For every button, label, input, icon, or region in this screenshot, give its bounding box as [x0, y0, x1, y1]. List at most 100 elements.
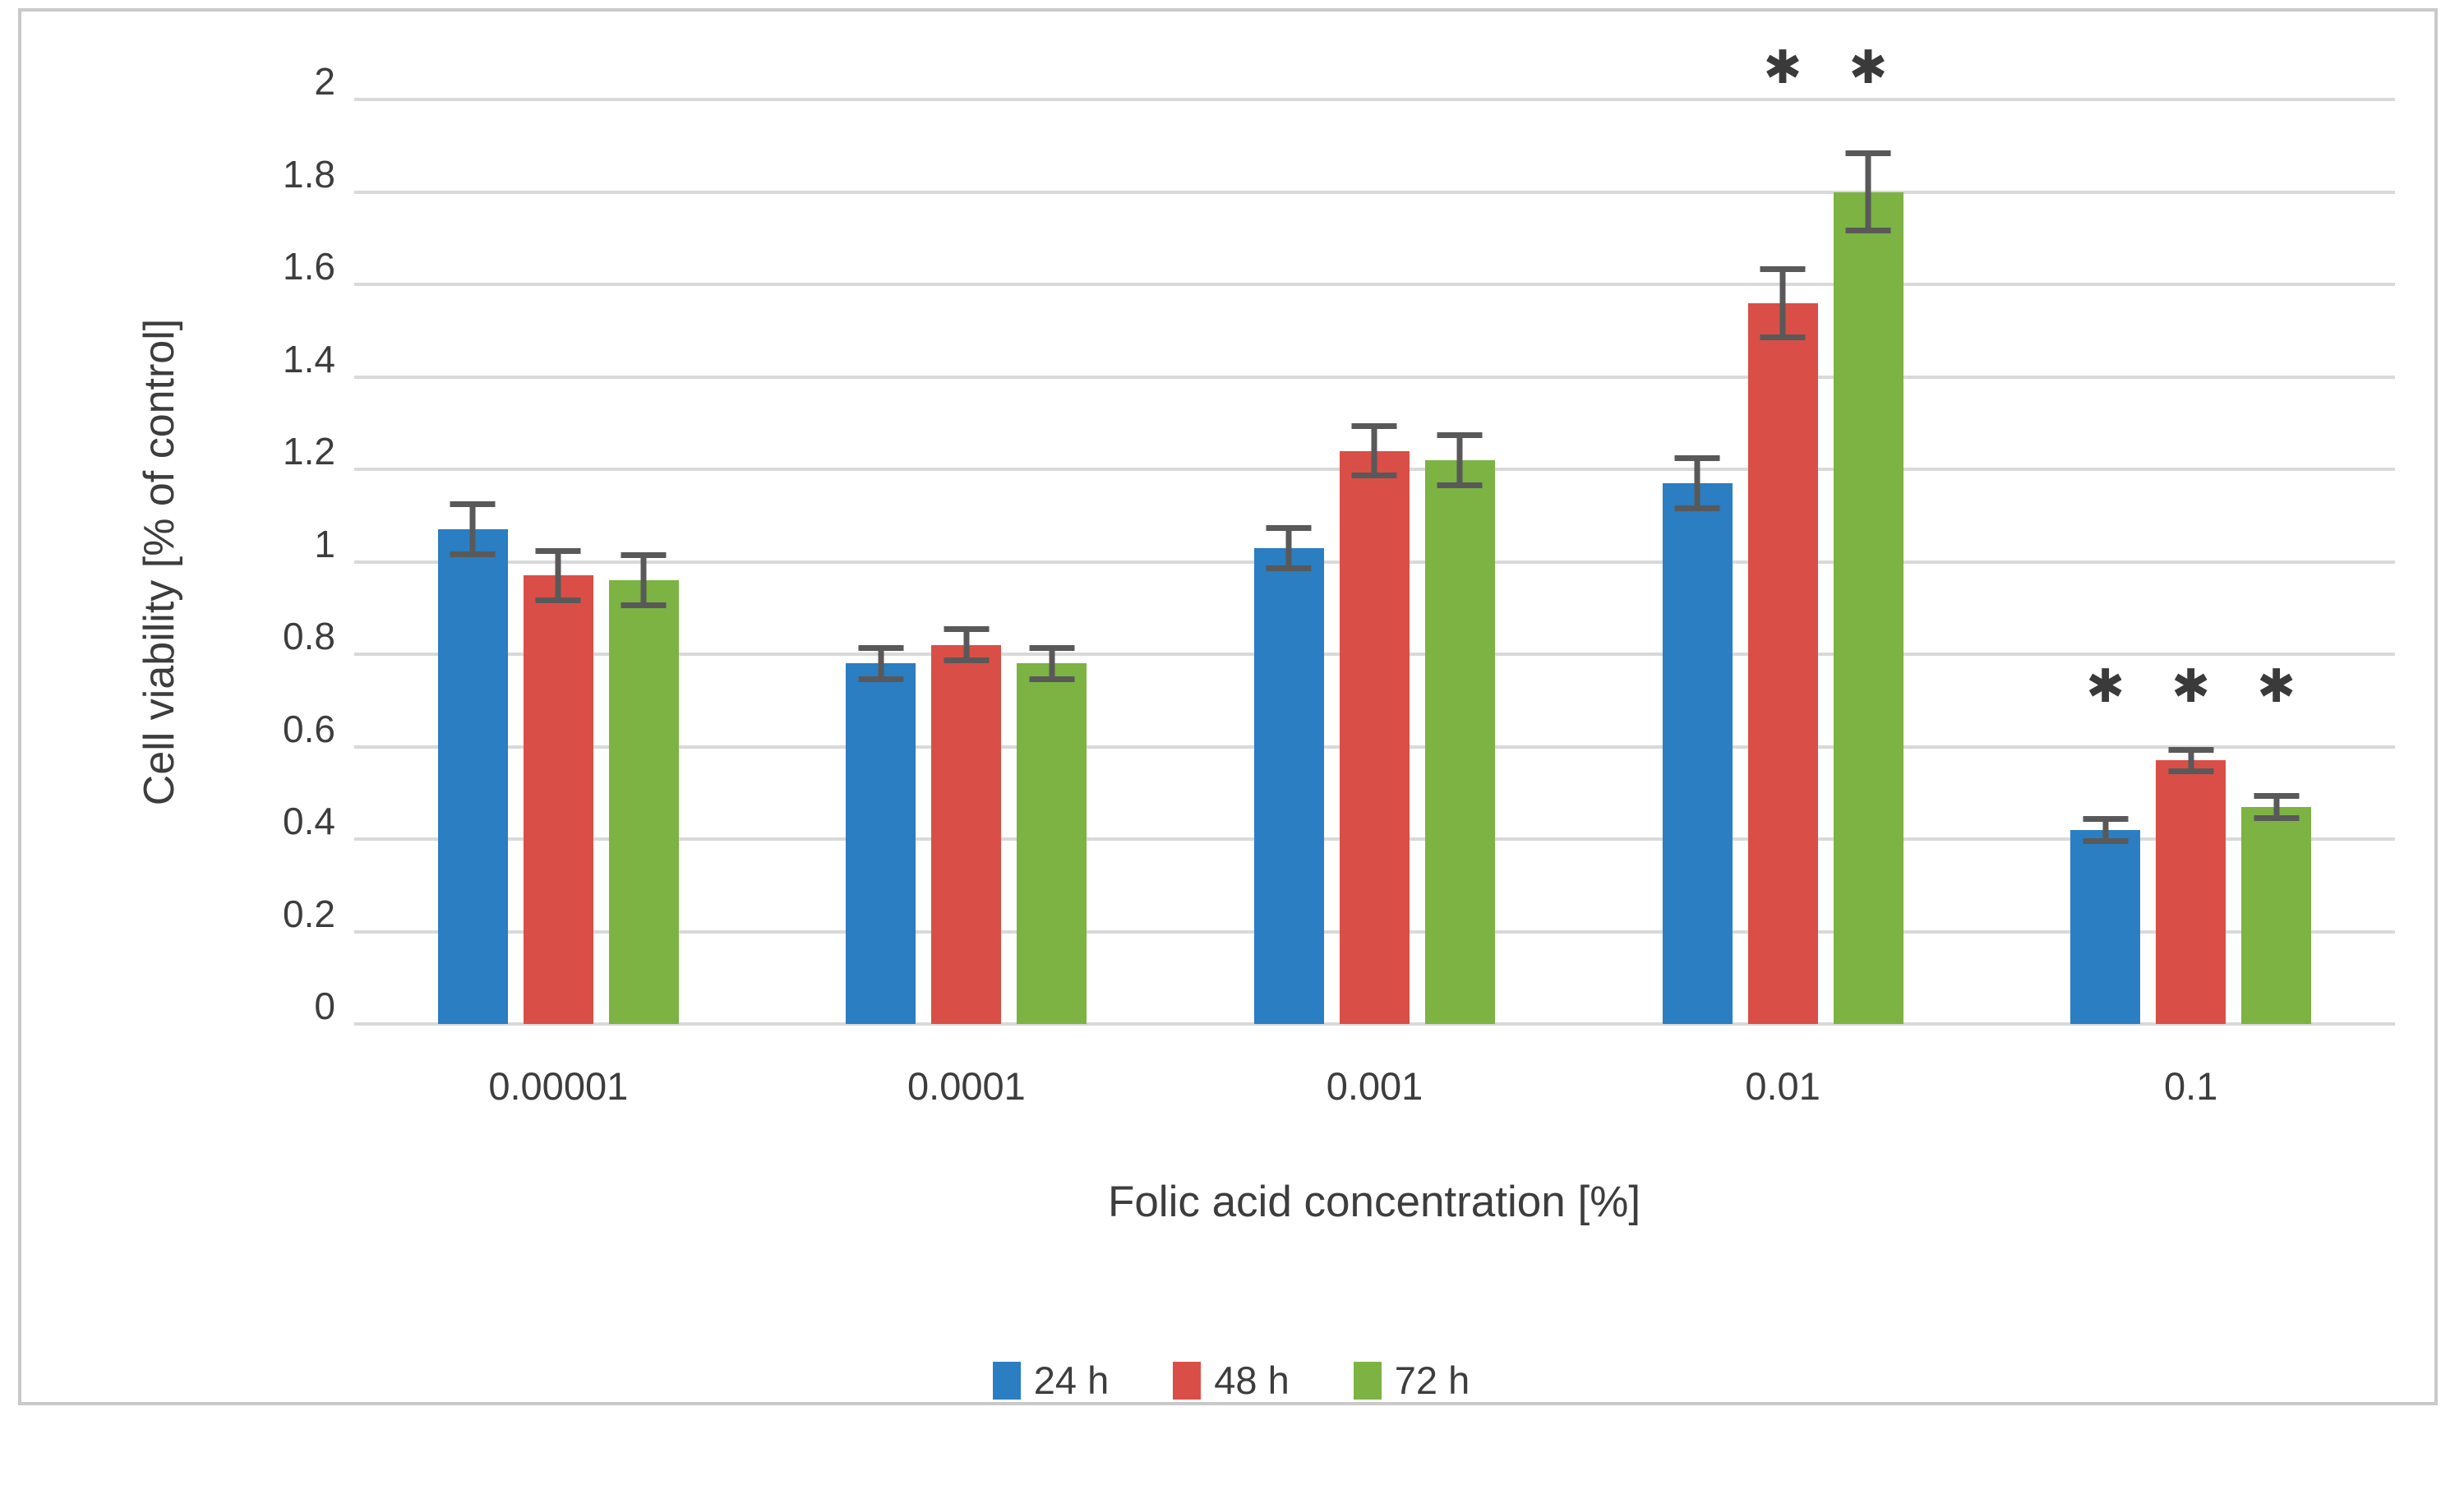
y-tick-label: 0.6	[283, 707, 335, 750]
chart-frame: Cell viability [% of control] 2 1.8 1.6 1.4…	[18, 8, 2438, 1405]
error-bar-line	[555, 547, 561, 604]
bar-72h-0.1	[2241, 792, 2312, 1024]
x-category-label-0.00001: 0.00001	[488, 1064, 629, 1108]
error-bar-cap-top	[621, 552, 667, 559]
bar-24h-0.001	[1253, 524, 1324, 1024]
bar-24h-0.00001	[437, 501, 508, 1024]
bar-fill	[1253, 547, 1324, 1024]
y-tick-label: 1.8	[283, 152, 335, 196]
error-bar	[2168, 746, 2214, 775]
error-bar-line	[1456, 432, 1463, 488]
significance-asterisk: ✱	[2086, 660, 2125, 713]
bar-72h-0.0001	[1017, 644, 1087, 1024]
error-bar-cap-top	[1760, 265, 1806, 272]
error-bar-cap-bottom	[450, 551, 496, 557]
error-bar-cap-bottom	[535, 597, 581, 604]
error-bar-cap-bottom	[1266, 565, 1312, 571]
plot-area: ✱ ✱ ✱ ✱ ✱	[354, 41, 2395, 1026]
legend: 24 h 48 h 72 h	[21, 1358, 2441, 1403]
error-bar-cap-top	[1266, 524, 1312, 531]
error-bar-cap-bottom	[944, 657, 990, 664]
x-axis-title: Folic acid concentration [%]	[1107, 1178, 1641, 1226]
bar-fill	[1833, 191, 1903, 1024]
error-bar	[1674, 455, 1720, 511]
gridline	[354, 98, 2395, 101]
error-bar	[1845, 150, 1891, 234]
bar-48h-0.1	[2156, 746, 2226, 1024]
error-bar-cap-top	[2083, 815, 2129, 822]
bar-48h-0.001	[1339, 422, 1410, 1024]
error-bar	[535, 547, 581, 604]
bar-48h-0.01	[1747, 265, 1818, 1024]
significance-asterisk: ✱	[2171, 660, 2211, 713]
error-bar-cap-bottom	[858, 676, 904, 682]
error-bar-cap-bottom	[1845, 228, 1891, 234]
error-bar	[1029, 644, 1075, 682]
x-category-label-0.0001: 0.0001	[907, 1064, 1026, 1108]
bar-fill	[1339, 450, 1410, 1024]
bar-fill	[437, 529, 508, 1024]
x-axis-line	[354, 1022, 2395, 1026]
legend-swatch	[992, 1361, 1021, 1400]
error-bar-line	[1049, 644, 1055, 682]
error-bar-cap-bottom	[2168, 768, 2214, 775]
error-bar-line	[1371, 422, 1377, 479]
x-category-label-0.01: 0.01	[1745, 1064, 1820, 1108]
error-bar-cap-top	[2168, 746, 2214, 753]
legend-label: 24 h	[1033, 1358, 1110, 1402]
legend-label: 72 h	[1394, 1358, 1470, 1402]
error-bar	[1351, 422, 1397, 479]
error-bar-line	[1779, 265, 1786, 340]
bar-fill	[846, 663, 916, 1024]
bar-group-0.0001	[763, 99, 1171, 1024]
error-bar-line	[2188, 746, 2194, 775]
y-tick-label: 0.2	[283, 892, 335, 935]
y-tick-label: 1	[314, 522, 335, 565]
error-bar-cap-top	[450, 501, 496, 508]
error-bar	[450, 501, 496, 557]
error-bar-line	[878, 644, 884, 682]
bar-group-0.01	[1579, 99, 1987, 1024]
bar-fill	[1424, 459, 1495, 1024]
gridline	[354, 283, 2395, 286]
y-tick-label: 1.6	[283, 245, 335, 288]
error-bar	[1437, 432, 1483, 488]
error-bar-cap-bottom	[1437, 482, 1483, 488]
bar-group-0.001	[1170, 99, 1579, 1024]
bar-group-0.00001	[354, 99, 763, 1024]
bar-fill	[2070, 829, 2141, 1024]
bar-24h-0.01	[1662, 455, 1733, 1024]
bar-24h-0.0001	[846, 644, 916, 1024]
legend-item-24h: 24 h	[992, 1358, 1110, 1403]
error-bar-cap-top	[535, 547, 581, 554]
error-bar-line	[2273, 792, 2280, 821]
bar-72h-0.00001	[608, 552, 679, 1024]
significance-asterisk: ✱	[2257, 660, 2296, 713]
bar-72h-0.001	[1424, 432, 1495, 1024]
x-category-label-0.001: 0.001	[1326, 1064, 1423, 1108]
bar-48h-0.00001	[523, 547, 593, 1024]
bar-fill	[2241, 806, 2312, 1024]
error-bar-line	[469, 501, 476, 557]
bar-24h-0.1	[2070, 815, 2141, 1024]
bar-fill	[2156, 760, 2226, 1024]
y-tick-label: 0	[314, 985, 335, 1027]
error-bar	[1266, 524, 1312, 571]
legend-label: 48 h	[1214, 1358, 1290, 1402]
error-bar-cap-bottom	[1760, 334, 1806, 340]
error-bar	[1760, 265, 1806, 340]
error-bar-line	[1865, 150, 1871, 234]
error-bar	[858, 644, 904, 682]
bar-fill	[1662, 482, 1733, 1024]
bar-fill	[523, 575, 593, 1024]
error-bar-cap-bottom	[1029, 676, 1075, 682]
error-bar	[2254, 792, 2300, 821]
error-bar-cap-top	[1351, 422, 1397, 429]
bar-fill	[931, 644, 1002, 1024]
error-bar-line	[963, 626, 970, 664]
x-category-label-0.1: 0.1	[2164, 1064, 2218, 1108]
legend-item-48h: 48 h	[1173, 1358, 1290, 1403]
bar-fill	[1747, 302, 1818, 1024]
error-bar-line	[640, 552, 647, 608]
